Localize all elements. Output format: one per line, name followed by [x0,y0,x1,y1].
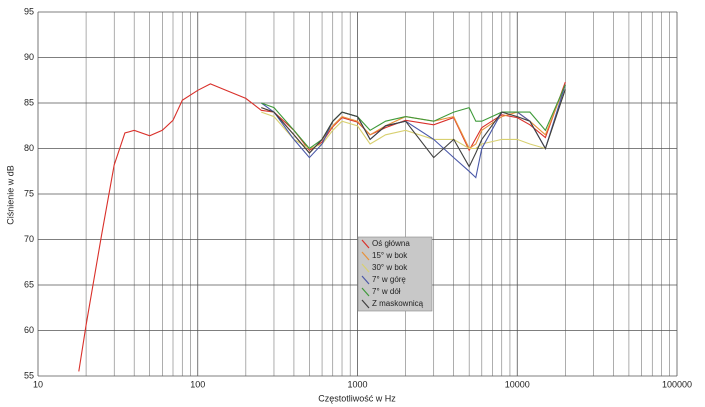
legend-label: 7° w dół [372,287,401,296]
y-axis-label: Ciśnienie w dB [5,165,15,225]
x-tick-label: 10 [33,379,43,389]
series-line [261,89,566,168]
y-tick-label: 75 [24,188,34,198]
series-line [261,84,566,150]
series-line [78,81,566,372]
legend-swatch [361,299,370,309]
legend-swatch [361,287,370,297]
legend-box [357,236,433,312]
legend: Oś główna 15° w bok 30° w bok 7° w górę 7° w… [357,236,433,312]
legend-label: 15° w bok [372,251,408,260]
legend-label: 30° w bok [372,263,408,272]
legend-label: Z maskownicą [372,299,424,308]
y-tick-label: 60 [24,325,34,335]
y-tick-label: 65 [24,279,34,289]
legend-swatch [361,263,370,273]
y-tick-label: 95 [24,6,34,16]
legend-swatch [361,239,370,249]
x-tick-label: 10000 [505,379,530,389]
y-tick-label: 85 [24,97,34,107]
legend-label: 7° w górę [372,275,406,284]
series-line [261,89,566,150]
x-tick-label: 100 [190,379,205,389]
legend-swatch [361,251,370,261]
y-tick-label: 70 [24,234,34,244]
x-tick-label: 100000 [662,379,692,389]
y-tick-label: 90 [24,52,34,62]
x-tick-label: 1000 [347,379,367,389]
legend-label: Oś główna [372,239,410,248]
y-tick-label: 80 [24,143,34,153]
legend-swatch [361,275,370,285]
x-axis-label: Częstotliwość w Hz [318,393,396,403]
y-tick-label: 55 [24,370,34,380]
